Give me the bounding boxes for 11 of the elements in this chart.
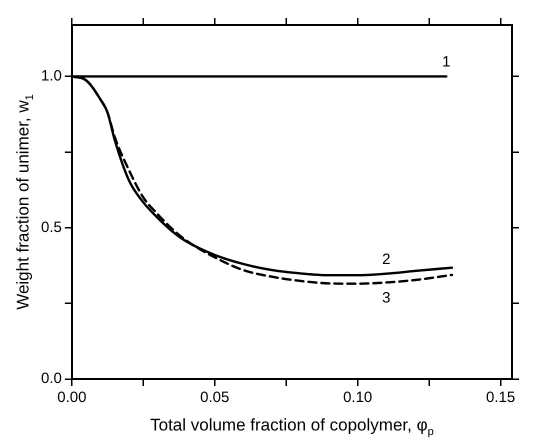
y-tick-label: 0.5 xyxy=(40,218,62,236)
series-label: 3 xyxy=(382,290,390,307)
y-axis-title: Weight fraction of unimer, w1 xyxy=(14,94,36,310)
y-tick-label: 1.0 xyxy=(40,68,62,85)
series-label: 1 xyxy=(442,54,450,71)
series-label: 2 xyxy=(382,250,390,268)
y-tick-label: 0.0 xyxy=(40,370,62,388)
x-tick-label: 0.00 xyxy=(57,389,86,406)
x-tick-label: 0.10 xyxy=(343,389,372,406)
x-tick-label: 0.05 xyxy=(200,389,230,406)
x-tick-label: 0.15 xyxy=(486,389,516,406)
